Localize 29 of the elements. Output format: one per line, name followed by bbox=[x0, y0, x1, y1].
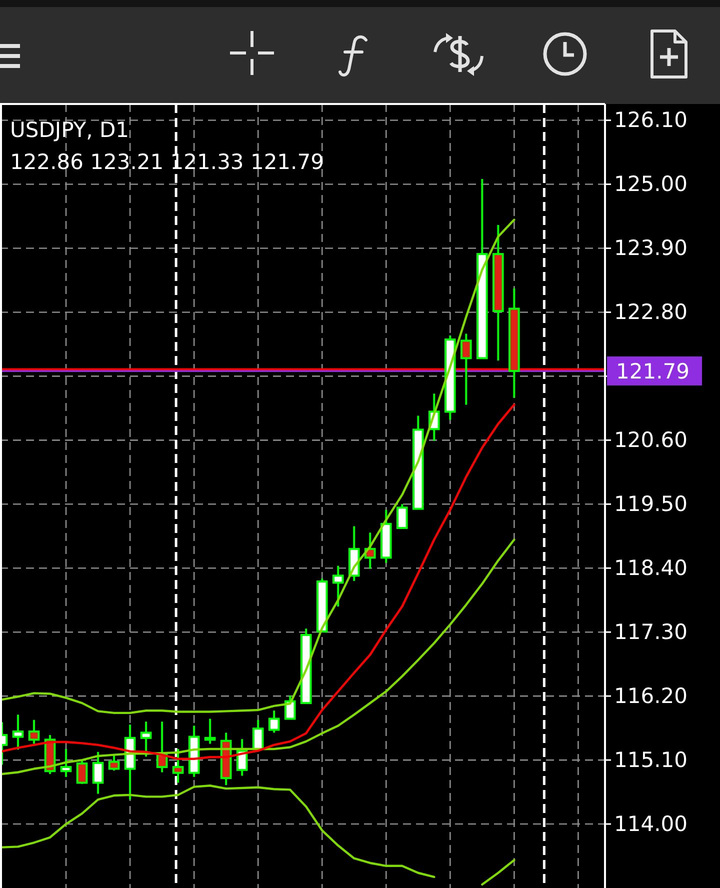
candlestick bbox=[460, 332, 472, 406]
candlestick bbox=[268, 710, 280, 734]
y-tick-label: 125.00 bbox=[614, 172, 688, 196]
y-tick-label: 118.40 bbox=[614, 556, 688, 580]
candlestick bbox=[76, 759, 88, 785]
line-series bbox=[0, 538, 516, 776]
text: 122.86 123.21 121.33 121.79 bbox=[10, 150, 324, 174]
y-tick-label: 119.50 bbox=[614, 492, 688, 516]
y-tick-label: 115.10 bbox=[614, 748, 688, 772]
y-tick-label: 116.20 bbox=[614, 684, 688, 708]
candlestick bbox=[108, 754, 120, 772]
y-tick-label: 126.10 bbox=[614, 108, 688, 132]
candlestick bbox=[28, 718, 40, 745]
ref-line-label: 121.79 bbox=[616, 360, 690, 384]
y-tick-label: 117.30 bbox=[614, 620, 688, 644]
candlestick bbox=[60, 748, 72, 778]
candlestick bbox=[332, 564, 344, 608]
candlestick bbox=[92, 750, 104, 795]
text: USDJPY, D1 bbox=[10, 118, 129, 142]
y-tick-label: 120.60 bbox=[614, 428, 688, 452]
y-tick-label: 114.00 bbox=[614, 812, 688, 836]
candlestick bbox=[252, 718, 264, 750]
y-tick-label: 123.90 bbox=[614, 236, 688, 260]
candlestick bbox=[172, 748, 184, 784]
candlestick bbox=[12, 714, 24, 751]
candlestick bbox=[204, 718, 216, 745]
candlestick bbox=[140, 720, 152, 758]
y-tick-label: 122.80 bbox=[614, 300, 688, 324]
candlestick bbox=[396, 503, 408, 529]
